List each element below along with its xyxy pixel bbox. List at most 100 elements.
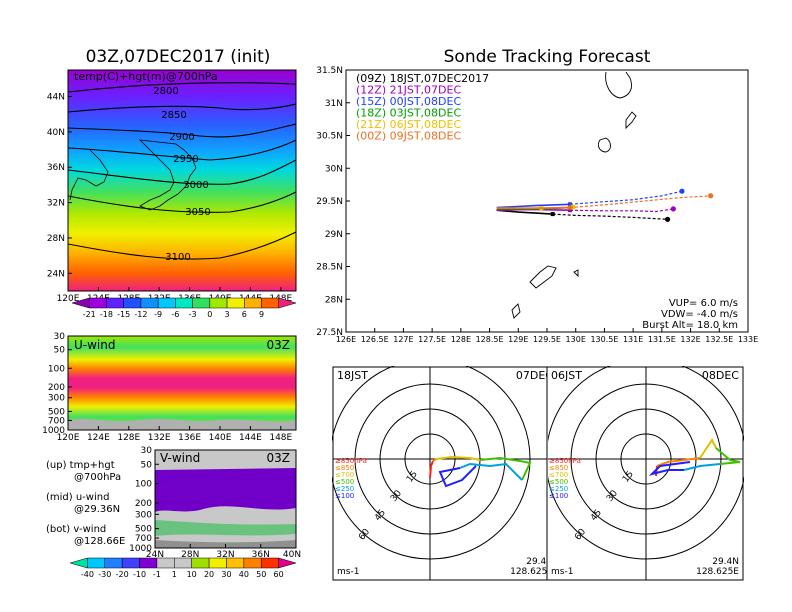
track-line-dashed [569,190,683,205]
v-wind-y-tick-label: 500 [135,525,152,535]
track-x-axis: 126E 126.5E 127E 127.5E 128E 128.5E 129E 129.5E… [336,328,758,344]
colorbar-swatch [106,297,124,309]
colorbar-label: -3 [189,310,197,319]
colorbar-label: 30 [221,570,231,579]
v-wind-positive-region [155,520,296,536]
track-x-tick-label: 126.5E [361,335,389,344]
track-end-point [708,193,714,199]
u-wind-y-tick-label: 30 [54,332,66,342]
coastline-asia [69,149,109,201]
hodograph-trace [429,460,434,479]
contour-label: 2900 [169,132,194,143]
sonde-track-panel: Sonde Tracking Forecast (09Z) 18JST,07DE… [316,47,758,344]
track-x-tick-label: 130E [566,335,586,344]
colorbar-label: 1 [172,570,177,579]
contour-label: 2850 [161,110,186,121]
coastline-japan [138,139,197,211]
colorbar-swatch [121,557,140,569]
track-end-point [679,188,685,194]
map-colorbar: -21 -18 -15 -12 -9 -6 -3 0 3 6 9 [71,297,297,319]
hodograph-frame [546,366,744,581]
coastline-island [511,303,521,319]
track-x-tick-label: 131.5E [648,335,676,344]
contour-label: 2950 [173,154,198,165]
coastline-island [625,111,637,130]
colorbar-label: 50 [256,570,266,579]
param-vup: VUP= 6.0 m/s [669,298,738,309]
hodograph-level-legend: ≤700 [335,471,354,479]
track-x-tick-label: 129.5E [533,335,561,344]
track-y-tick-label: 27.5N [316,328,343,338]
hodograph-frame [332,366,558,581]
map-y-tick-label: 36N [47,163,65,173]
track-title: Sonde Tracking Forecast [444,47,651,67]
u-wind-y-tick-label: 700 [48,416,65,426]
u-wind-x-tick-label: 140E [209,433,232,443]
map-frame [67,69,297,292]
colorbar-swatch [192,297,211,309]
colorbar-label: -20 [116,570,129,579]
colorbar-swatch [88,297,107,309]
track-legend-entry: (21Z) 06JST,08DEC [356,118,461,131]
v-wind-negative-region [155,468,296,512]
track-y-tick-label: 30N [325,164,343,174]
hodograph-level-legend: ≤850 [549,464,568,472]
track-y-tick-label: 30.5N [316,132,343,142]
colorbar-label: 6 [242,310,247,319]
track-y-tick-label: 31N [325,99,343,109]
u-wind-frame [67,335,297,431]
hodograph-lat: 29.4N [526,557,553,567]
track-x-tick-label: 130.5E [590,335,618,344]
track-y-tick-label: 31.5N [316,66,343,76]
colorbar-swatch [261,297,280,309]
u-wind-x-tick-label: 136E [178,433,201,443]
colorbar-label: 3 [225,310,230,319]
v-wind-y-tick-label: 30 [141,446,153,456]
track-x-tick-label: 127E [393,335,413,344]
track-legend-entry: (15Z) 00JST,08DEC [356,95,461,108]
colorbar-swatch [260,557,279,569]
hodograph-level-legend: ≥850hPa [549,457,581,465]
map-y-tick-label: 28N [47,234,65,244]
map-y-tick-label: 40N [47,128,65,138]
u-wind-x-tick-label: 128E [117,433,140,443]
colorbar-swatch [226,297,245,309]
v-wind-y-tick-label: 300 [135,510,152,520]
contour-line-3100 [68,231,296,260]
colorbar-swatch [244,297,262,309]
contour-label: 2800 [153,86,178,97]
colorbar-swatch [104,557,123,569]
hodograph-level-legend: ≤500 [549,478,568,486]
track-end-point [665,216,671,222]
track-legend: (09Z) 18JST,07DEC2017(12Z) 21JST,07DEC(1… [356,72,489,143]
track-x-tick-label: 132.5E [705,335,733,344]
contour-label: 3000 [183,180,208,191]
hodograph-level-legend: ≤100 [549,492,568,500]
hodograph-trace [648,461,691,476]
track-x-tick-label: 128E [451,335,471,344]
map-x-tick-label: 120E [57,294,80,304]
contour-line-3050 [68,191,296,213]
hodograph-rings [548,366,744,580]
contour-line-2900 [68,123,296,138]
colorbar-swatch [191,557,210,569]
param-vdw: VDW= -4.0 m/s [661,309,738,320]
hodograph-trace [656,457,701,467]
colorbar-label: -9 [154,310,162,319]
u-wind-x-tick-label: 124E [87,433,110,443]
u-wind-x-axis: 120E 124E 128E 132E 136E 140E 144E 148E [57,426,293,443]
u-wind-y-tick-label: 500 [48,407,65,417]
track-marker [567,205,572,210]
hodograph-trace [435,455,481,461]
track-y-tick-label: 28N [325,295,343,305]
hodograph-level-legend: ≤100 [335,492,354,500]
colorbar-label: -30 [98,570,111,579]
track-line-dashed [569,208,674,213]
track-line-solid [496,203,571,209]
desc-bot-line1: (bot) v-wind [46,524,106,535]
colorbar-label: 9 [259,310,264,319]
track-line-solid [496,206,571,209]
colorbar-label: 20 [204,570,214,579]
